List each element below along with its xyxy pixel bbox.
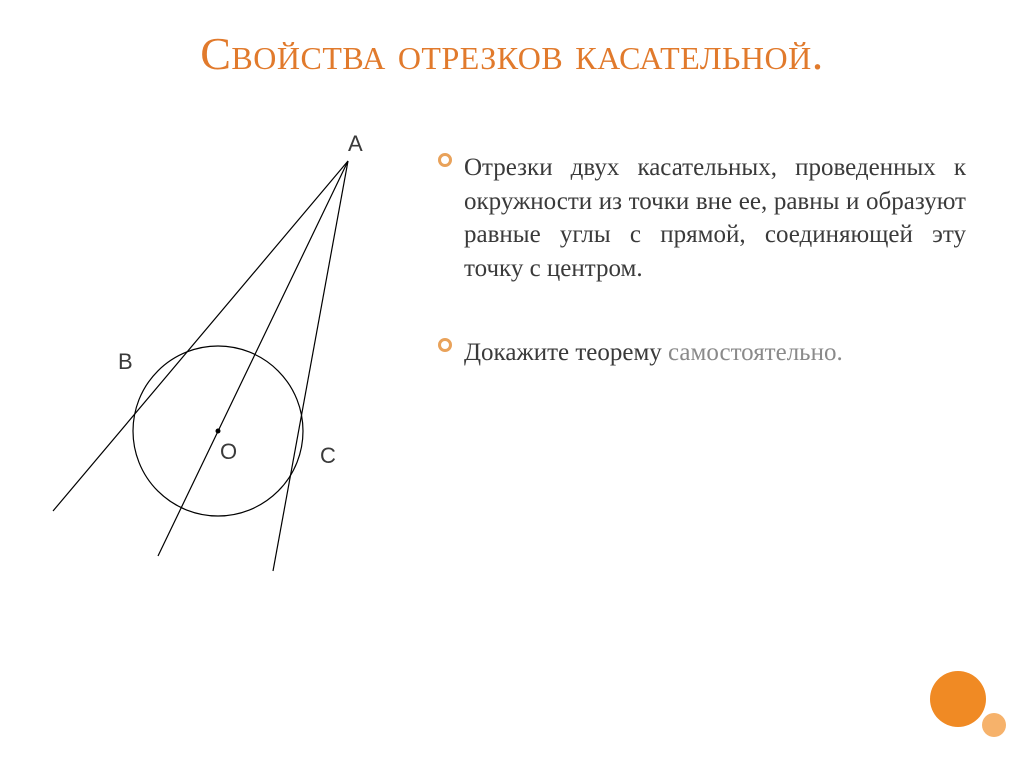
- label-A: А: [348, 131, 363, 156]
- decor-circle-small: [982, 713, 1006, 737]
- task-paragraph: Докажите теорему самостоятельно.: [438, 336, 966, 370]
- task-text-suffix: самостоятельно.: [668, 339, 843, 366]
- label-C: С: [320, 443, 336, 468]
- text-column: Отрезки двух касательных, проведенных к …: [438, 141, 976, 571]
- task-text-prefix: Докажите теорему: [464, 339, 668, 366]
- geometry-diagram: АВОС: [48, 141, 408, 571]
- diagram-labels: А В О С: [118, 131, 363, 468]
- center-dot: [216, 428, 221, 433]
- bullet-icon: [438, 153, 452, 167]
- label-O: О: [220, 439, 237, 464]
- diagram-lines: [53, 161, 348, 571]
- diagram-column: АВОС: [48, 141, 408, 571]
- tangent-AC: [273, 161, 348, 571]
- theorem-paragraph: Отрезки двух касательных, проведенных к …: [438, 151, 966, 286]
- content-row: АВОС Отрезки двух касательных, проведенн…: [48, 141, 976, 571]
- theorem-text: Отрезки двух касательных, проведенных к …: [464, 154, 966, 282]
- bullet-icon: [438, 338, 452, 352]
- line-AO: [158, 161, 348, 556]
- tangent-AB: [53, 161, 348, 511]
- decor-circle-big: [930, 671, 986, 727]
- label-B: В: [118, 349, 133, 374]
- slide-title: Свойства отрезков касательной.: [48, 28, 976, 81]
